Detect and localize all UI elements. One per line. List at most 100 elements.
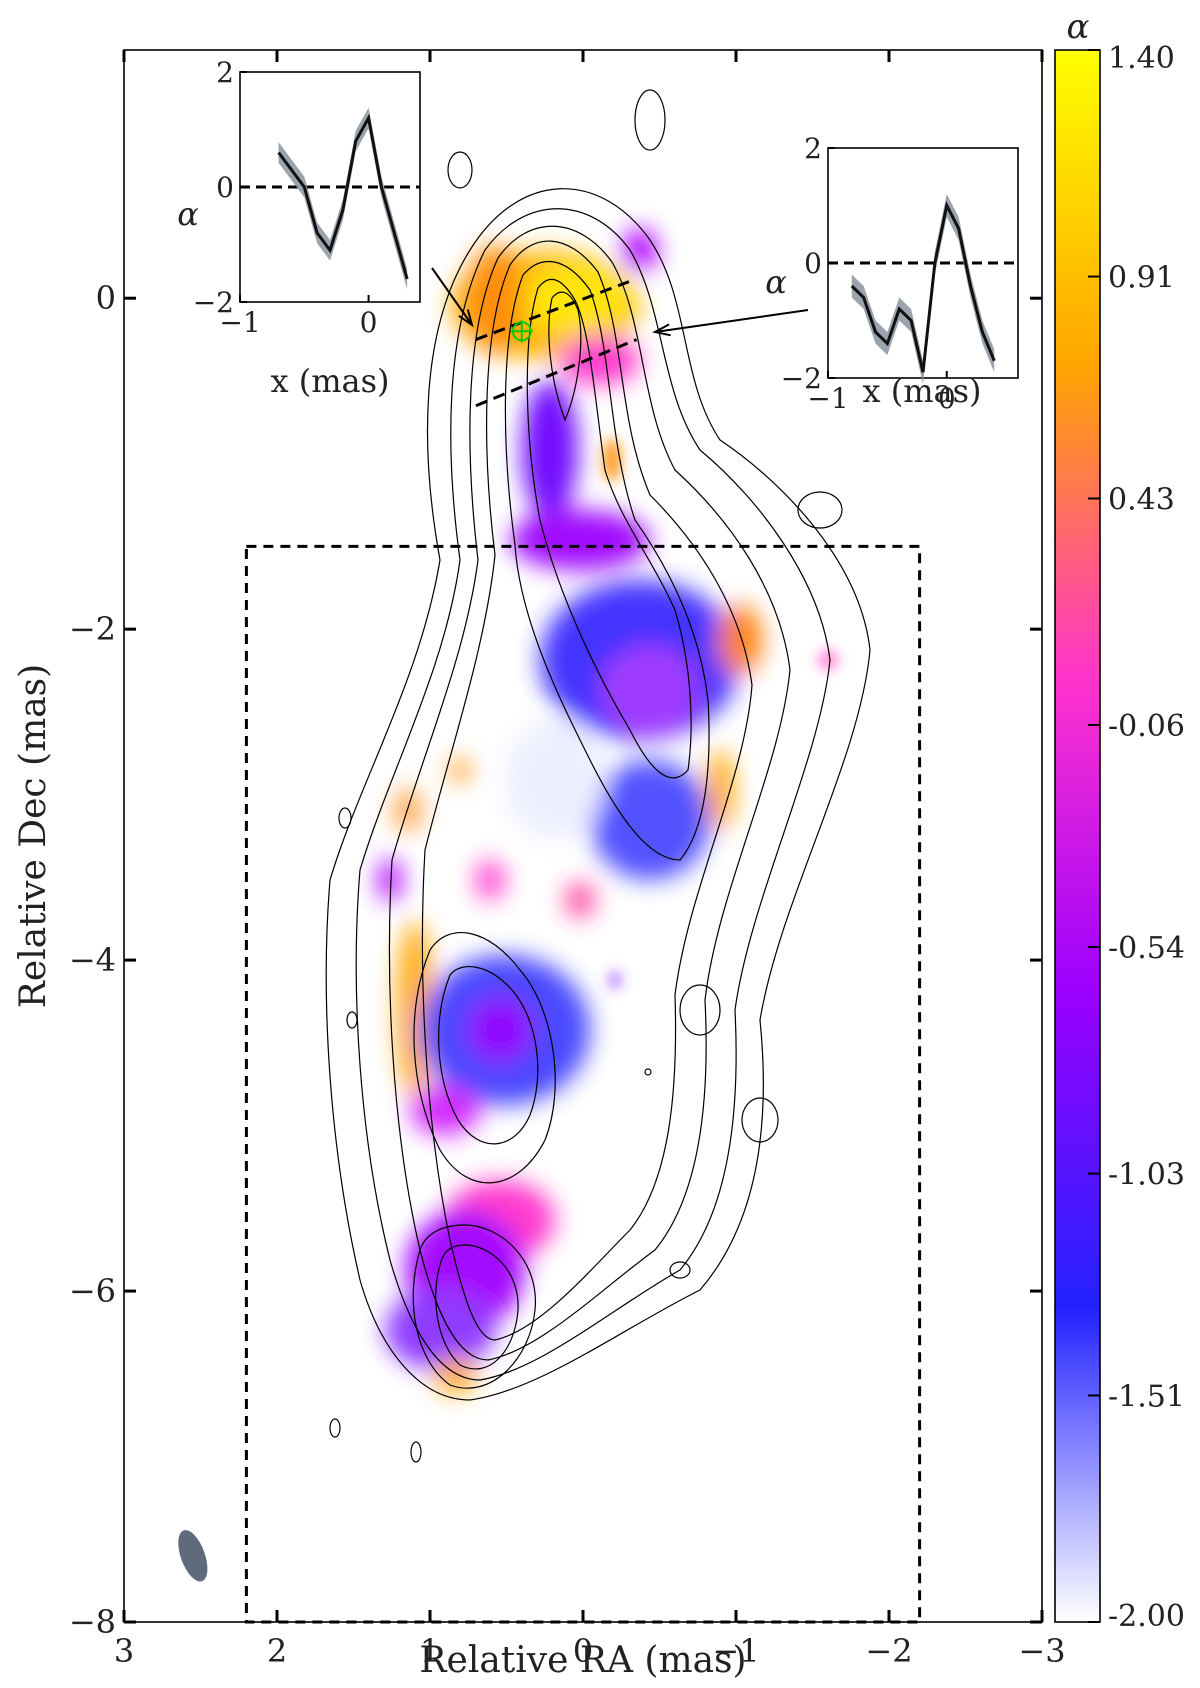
- contour-isolated: [447, 151, 473, 189]
- inset-y-tick-label: −2: [781, 362, 822, 395]
- dashed-region-box: [244, 544, 922, 1624]
- inset-left-xlabel: x (mas): [270, 362, 389, 400]
- inset-right-ylabel: α: [765, 263, 787, 301]
- y-tick-label: −4: [69, 941, 116, 979]
- contour-lobe-tail-1: [412, 1224, 536, 1389]
- alpha-region-knot: [378, 858, 402, 902]
- contour-isolated: [329, 1418, 341, 1438]
- beam-ellipse: [178, 1530, 208, 1582]
- contour-level-2: [355, 208, 831, 1381]
- pointer-arrow-right: [654, 309, 809, 333]
- alpha-region-jet: [510, 510, 650, 570]
- alpha-region-knot: [433, 1357, 477, 1393]
- alpha-region-lobe: [505, 720, 605, 840]
- colorbar-tick-label: -0.06: [1108, 709, 1185, 744]
- colorbar-tick-label: 0.43: [1108, 482, 1175, 517]
- alpha-region-lobe: [600, 645, 700, 735]
- inset-y-tick-label: 2: [804, 132, 822, 165]
- alpha-region-knot: [450, 758, 470, 782]
- y-axis-title: Relative Dec (mas): [13, 664, 54, 1008]
- colorbar-ticks: 1.40 0.91 0.43 -0.06 -0.54 -1.03 -1.51 -2.00: [1088, 41, 1185, 1634]
- alpha-region-knot: [706, 750, 734, 830]
- contour-lobe-tail-2: [435, 1244, 519, 1370]
- x-tick-label: 0: [573, 1632, 593, 1670]
- alpha-region-lobe: [465, 995, 535, 1065]
- inset-x-tick-label: −1: [219, 306, 260, 339]
- contour-isolated: [741, 1097, 779, 1143]
- colorbar-tick-label: 1.40: [1108, 41, 1175, 76]
- contour-isolated: [346, 1011, 358, 1029]
- alpha-region-knot: [566, 882, 594, 918]
- colorbar-tick-label: -0.54: [1108, 931, 1185, 966]
- contour-lobe-south-2: [438, 966, 539, 1145]
- x-tick-label: −3: [1018, 1632, 1065, 1670]
- inset-right-profile: 20−2−1 0x (mas)α: [765, 132, 1019, 415]
- x-tick-label: −1: [712, 1632, 759, 1670]
- x-tick-label: 1: [420, 1632, 440, 1670]
- inset-right-xlabel: x (mas): [862, 372, 981, 410]
- contour-isolated: [797, 491, 843, 529]
- colorbar-tick-label: 0.91: [1108, 261, 1175, 296]
- colorbar-tick-label: -1.51: [1108, 1379, 1185, 1414]
- inset-y-tick-label: −2: [193, 286, 234, 319]
- colorbar-tick-label: -1.03: [1108, 1158, 1185, 1193]
- main-plot-content: [325, 89, 871, 1463]
- inset-left-profile: 2 0 −2−1 0 x (mas) α: [177, 56, 421, 400]
- inset-y-tick-label: 2: [216, 56, 234, 89]
- contour-level-7: [548, 291, 582, 422]
- x-tick-label: 3: [114, 1632, 134, 1670]
- alpha-region-highlights: [604, 438, 837, 988]
- alpha-region-knot: [819, 651, 837, 669]
- colorbar-label: α: [1067, 7, 1090, 47]
- contour-isolated: [410, 1441, 422, 1463]
- contour-isolated: [669, 1261, 691, 1279]
- alpha-region-knot: [718, 605, 762, 675]
- colorbar-tick-label: -2.00: [1108, 1599, 1185, 1634]
- inset-x-tick-label: −1: [807, 382, 848, 415]
- slice-line: [475, 280, 630, 341]
- inset-y-tick-label: 0: [216, 171, 234, 204]
- alpha-region-knot: [394, 788, 422, 832]
- contour-level-4: [421, 240, 753, 1341]
- intensity-contours: [325, 89, 871, 1463]
- inset-error-band: [851, 194, 995, 384]
- pointer-arrow-right-head: [652, 323, 671, 337]
- x-axis-title: Relative RA (mas): [419, 1640, 746, 1681]
- contour-level-1: [325, 188, 871, 1401]
- inset-left-ylabel: α: [177, 195, 199, 233]
- x-tick-label: −2: [865, 1632, 912, 1670]
- inset-x-tick-label: 0: [938, 382, 956, 415]
- contour-level-6: [526, 278, 692, 779]
- alpha-region-knot: [604, 438, 620, 482]
- inset-profile-line: [850, 201, 996, 373]
- pointer-arrow-left-head: [458, 309, 474, 328]
- alpha-region-knot: [622, 228, 658, 272]
- contour-isolated: [644, 1068, 652, 1076]
- x-tick-label: 2: [267, 1632, 287, 1670]
- contour-level-5: [504, 260, 710, 861]
- contour-isolated: [338, 807, 352, 829]
- slice-line: [475, 338, 638, 408]
- colorbar: [1054, 49, 1101, 1623]
- inset-y-tick-label: 0: [804, 247, 822, 280]
- inset-x-tick-label: 0: [360, 306, 378, 339]
- alpha-region-lobe: [590, 760, 710, 880]
- alpha-region-jet: [522, 380, 578, 520]
- contour-isolated: [679, 984, 721, 1036]
- y-tick-label: 0: [96, 279, 116, 317]
- y-tick-label: −8: [69, 1603, 116, 1641]
- alpha-region-knot: [560, 335, 640, 385]
- y-tick-label: −6: [69, 1272, 116, 1310]
- main-axes: 3 2 1 0 −1 −2 −30−2−4−6−8: [69, 50, 1066, 1670]
- overlays: [178, 267, 922, 1624]
- contour-level-3: [388, 225, 791, 1361]
- alpha-region-knot: [610, 972, 620, 988]
- contour-isolated: [634, 89, 666, 151]
- y-tick-label: −2: [69, 610, 116, 648]
- inset-profile-line: [277, 113, 409, 280]
- alpha-region-lobe: [410, 1085, 480, 1135]
- alpha-region-knot: [476, 860, 504, 900]
- contour-lobe-south-1: [413, 932, 556, 1184]
- pointer-arrow-left: [431, 267, 473, 326]
